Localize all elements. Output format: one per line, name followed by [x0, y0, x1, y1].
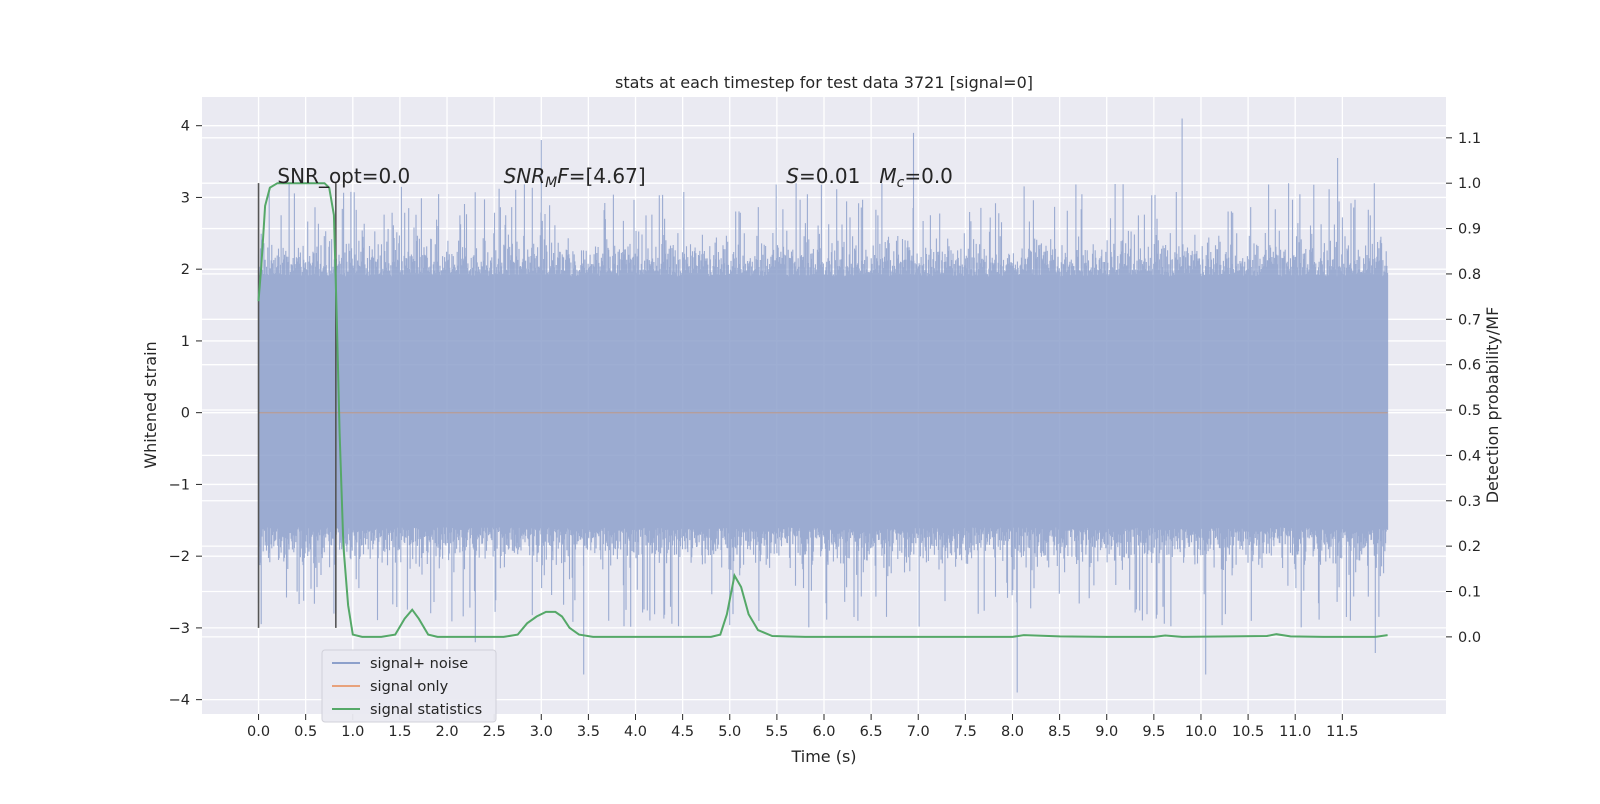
y-tick-label: 4	[181, 119, 190, 135]
x-tick-label: 2.0	[435, 724, 458, 740]
x-tick-label: 0.5	[294, 724, 317, 740]
annotation-part: =0.0	[904, 164, 953, 188]
annotations: SNR_opt=0.0 SNRMF=[4.67] S=0.01 Mc=0.0	[277, 164, 953, 191]
y-tick-label: −3	[169, 621, 190, 637]
y2-axis-label: Detection probability/MF	[1483, 307, 1502, 504]
x-axis-label: Time (s)	[790, 747, 856, 766]
annotation-3: S=0.01 Mc=0.0	[786, 164, 953, 191]
annotation-1: SNR_opt=0.0	[277, 164, 410, 188]
x-tick-label: 11.0	[1279, 724, 1311, 740]
x-tick-label: 3.5	[577, 724, 600, 740]
x-tick-label: 6.0	[812, 724, 835, 740]
x-tick-label: 0.0	[247, 724, 270, 740]
legend-label: signal only	[370, 679, 449, 695]
x-tick-label: 7.5	[954, 724, 977, 740]
annotation-part: F	[557, 164, 569, 188]
annotation-part: =0.01	[799, 164, 879, 188]
annotation-part: SNR_opt=0.0	[277, 164, 410, 188]
x-tick-label: 1.0	[341, 724, 364, 740]
chart-title: stats at each timestep for test data 372…	[615, 73, 1033, 92]
y2-tick-label: 0.3	[1458, 494, 1481, 510]
x-tick-label: 10.0	[1185, 724, 1217, 740]
x-tick-label: 8.0	[1001, 724, 1024, 740]
x-tick-label: 4.5	[671, 724, 694, 740]
x-tick-label: 9.5	[1142, 724, 1165, 740]
y-tick-label: 3	[181, 190, 190, 206]
legend: signal+ noise signal only signal statistic…	[321, 649, 497, 723]
y-tick-label: −4	[169, 693, 190, 709]
x-tick-label: 3.0	[530, 724, 553, 740]
y2-tick-label: 0.1	[1458, 585, 1481, 601]
annotation-part: M	[545, 175, 557, 191]
y2-tick-label: 0.9	[1458, 222, 1481, 238]
series-layer	[257, 118, 1389, 693]
x-tick-label: 10.5	[1232, 724, 1264, 740]
x-tick-label: 9.0	[1095, 724, 1118, 740]
x-tick-label: 5.5	[765, 724, 788, 740]
legend-label: signal statistics	[370, 702, 482, 718]
y-axis-label: Whitened strain	[141, 341, 160, 468]
y2-tick-label: 1.0	[1458, 176, 1481, 192]
annotation-part: c	[897, 175, 905, 191]
x-tick-label: 4.0	[624, 724, 647, 740]
annotation-part: M	[879, 164, 896, 188]
y-tick-label: −2	[169, 549, 190, 565]
x-tick-label: 7.0	[907, 724, 930, 740]
y-tick-label: 1	[181, 334, 190, 350]
legend-box	[321, 649, 497, 723]
y2-tick-label: 0.0	[1458, 630, 1481, 646]
annotation-part: =[4.67]	[569, 164, 646, 188]
y2-tick-label: 0.6	[1458, 358, 1481, 374]
x-tick-label: 5.0	[718, 724, 741, 740]
y2-tick-label: 0.7	[1458, 312, 1481, 328]
x-tick-label: 1.5	[388, 724, 411, 740]
y2-tick-label: 1.1	[1458, 131, 1481, 147]
x-tick-label: 6.5	[860, 724, 883, 740]
x-tick-label: 2.5	[483, 724, 506, 740]
x-tick-label: 8.5	[1048, 724, 1071, 740]
y-tick-label: 0	[181, 406, 190, 422]
annotation-part: S	[786, 164, 799, 188]
annotation-part: SNR	[504, 164, 546, 188]
y2-tick-label: 0.5	[1458, 403, 1481, 419]
y2-tick-label: 0.2	[1458, 539, 1481, 555]
y-tick-label: −1	[169, 477, 190, 493]
legend-label: signal+ noise	[370, 656, 468, 672]
annotation-2: SNRMF=[4.67]	[504, 164, 646, 191]
axes: 0.0 0.5 1.0 1.5 2.0 2.5 3.0 3.5 4.0 4.5 5.0 5.5 6.0 6…	[169, 119, 1481, 740]
y2-tick-label: 0.4	[1458, 448, 1481, 464]
y2-tick-label: 0.8	[1458, 267, 1481, 283]
x-tick-label: 11.5	[1326, 724, 1358, 740]
signal-statistics-line	[257, 182, 1388, 638]
y-tick-label: 2	[181, 262, 190, 278]
